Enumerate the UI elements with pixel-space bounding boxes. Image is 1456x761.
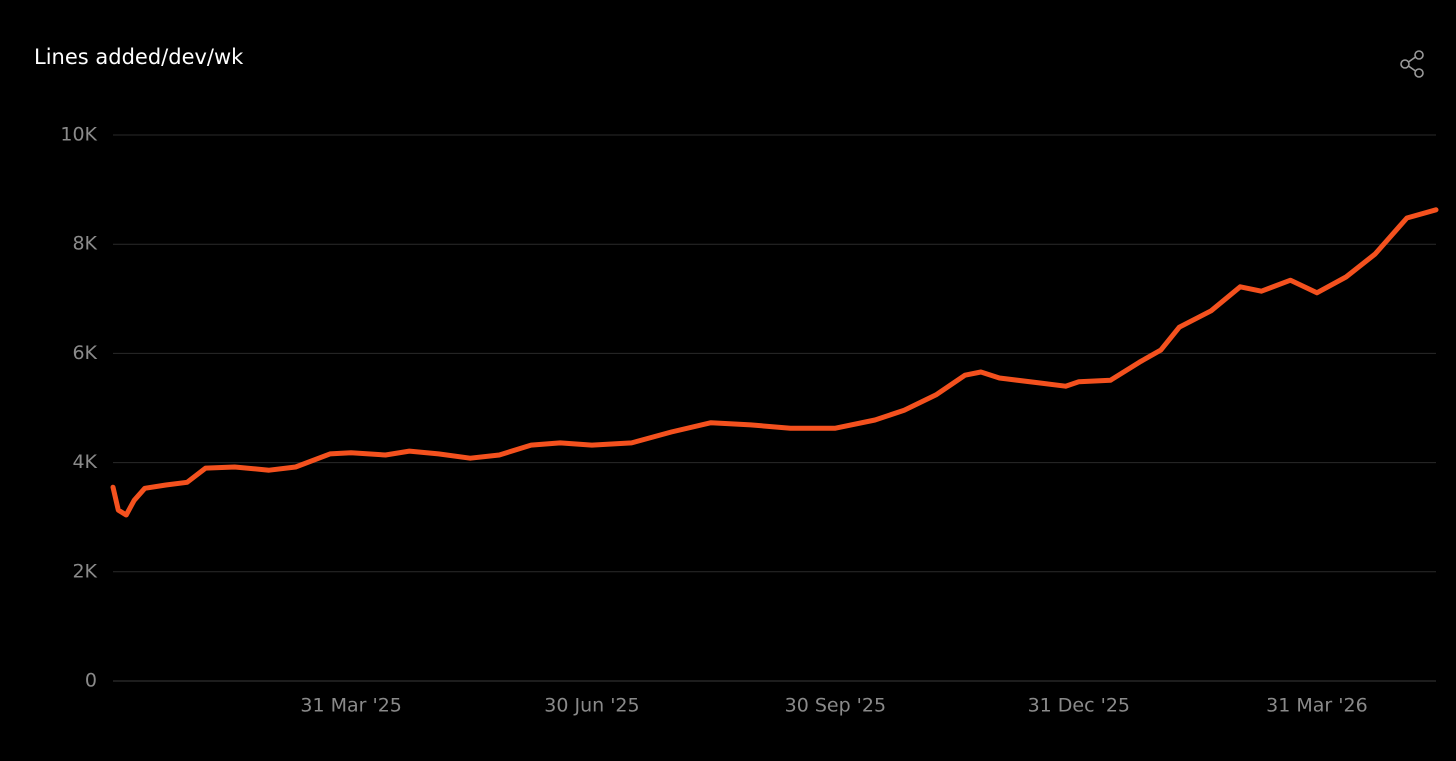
- y-tick-label: 2K: [72, 560, 97, 582]
- x-tick-label: 31 Mar '26: [1266, 695, 1368, 717]
- x-tick-label: 30 Sep '25: [785, 695, 886, 717]
- share-icon-node: [1400, 59, 1410, 69]
- share-icon-link: [1408, 56, 1416, 63]
- y-tick-label: 0: [85, 670, 97, 692]
- data-line: [110, 207, 1439, 518]
- share-icon-node: [1414, 50, 1424, 60]
- y-tick-label: 10K: [60, 124, 97, 146]
- x-tick-label: 30 Jun '25: [544, 695, 639, 717]
- y-tick-label: 8K: [72, 233, 97, 255]
- x-tick-label: 31 Dec '25: [1028, 695, 1130, 717]
- share-button[interactable]: [1400, 50, 1424, 78]
- x-tick-label: 31 Mar '25: [300, 695, 402, 717]
- y-tick-label: 6K: [72, 342, 97, 364]
- y-tick-label: 4K: [72, 451, 97, 473]
- share-icon-link: [1408, 65, 1416, 72]
- chart-title: Lines added/dev/wk: [34, 45, 244, 69]
- share-icon-node: [1414, 68, 1424, 78]
